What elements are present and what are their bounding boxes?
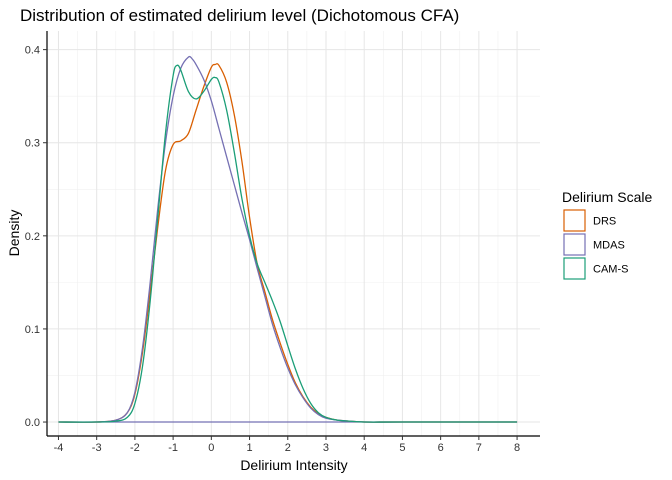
x-tick-label: -4 xyxy=(54,442,64,454)
legend: Delirium Scale DRS MDAS CAM-S xyxy=(562,189,652,280)
x-tick-label: 8 xyxy=(514,442,520,454)
y-tick-label: 0.1 xyxy=(25,324,40,336)
legend-label-drs: DRS xyxy=(593,216,616,228)
y-tick-label: 0.4 xyxy=(25,45,40,57)
legend-key-drs xyxy=(563,209,586,232)
legend-label-cam-s: CAM-S xyxy=(593,264,628,276)
grid xyxy=(47,31,540,436)
y-tick-label: 0.2 xyxy=(25,231,40,243)
x-tick-label: 0 xyxy=(208,442,214,454)
axes: -4 -3 -2 -1 0 1 2 3 4 5 6 7 8 0.0 0.1 0.2 0.3 0.4 xyxy=(25,31,540,454)
y-axis-title: Density xyxy=(6,210,22,257)
legend-label-mdas: MDAS xyxy=(593,240,625,252)
series-line-cam-s xyxy=(58,64,518,423)
x-tick-label: 4 xyxy=(361,442,367,454)
legend-key-cam-s xyxy=(563,257,586,280)
x-tick-label: 3 xyxy=(323,442,329,454)
x-tick-label: -2 xyxy=(130,442,140,454)
chart-title: Distribution of estimated delirium level… xyxy=(20,6,459,25)
x-tick-label: -1 xyxy=(168,442,178,454)
y-tick-label: 0.0 xyxy=(25,417,40,429)
x-tick-label: 7 xyxy=(476,442,482,454)
x-axis-title: Delirium Intensity xyxy=(240,457,347,473)
x-tick-label: 2 xyxy=(285,442,291,454)
x-tick-label: 6 xyxy=(438,442,444,454)
x-tick-label: 5 xyxy=(399,442,405,454)
series-layer xyxy=(58,55,518,423)
legend-title: Delirium Scale xyxy=(562,189,652,205)
x-tick-label: -3 xyxy=(92,442,102,454)
legend-key-mdas xyxy=(563,233,586,256)
series-line-mdas xyxy=(58,55,518,423)
x-tick-label: 1 xyxy=(246,442,252,454)
y-tick-label: 0.3 xyxy=(25,138,40,150)
